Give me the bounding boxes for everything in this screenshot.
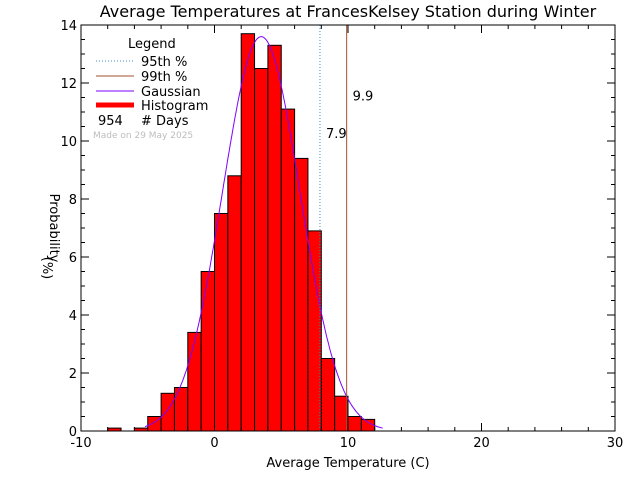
y-tick-label-5: 10 [60, 135, 77, 150]
made-on-note: Made on 29 May 2025 [93, 131, 193, 141]
histogram-bars [107, 33, 376, 432]
histogram-bar-7 [214, 213, 229, 432]
histogram-bar-6 [200, 271, 215, 432]
chart-title: Average Temperatures at FrancesKelsey St… [100, 2, 597, 21]
histogram-bar-17 [347, 416, 362, 432]
legend-label-99: 99th % [141, 70, 187, 85]
legend: Legend 95th % 99th % Gaussian Histogram … [93, 37, 208, 141]
histogram-bar-12 [280, 108, 296, 432]
gaussian-curve [144, 36, 383, 429]
histogram-bar-10 [254, 68, 269, 432]
percentile-99-label: 9.9 [353, 89, 374, 104]
histogram-bar-9 [240, 33, 256, 432]
legend-title: Legend [128, 37, 176, 52]
x-tick-label-4: 30 [607, 436, 624, 451]
y-tick-label-2: 4 [69, 309, 77, 324]
y-axis-label: Probability [46, 194, 61, 263]
y-tick-label-7: 14 [60, 19, 77, 34]
histogram-bar-14 [307, 230, 322, 432]
x-tick-label-0: -10 [70, 436, 91, 451]
y-tick-label-4: 8 [69, 193, 77, 208]
histogram-bar-16 [334, 395, 349, 432]
y-axis-label-unit: (%) [39, 257, 54, 280]
legend-label-95: 95th % [141, 55, 187, 70]
y-tick-label-0: 0 [69, 425, 77, 440]
legend-days-count: 954 [98, 114, 123, 129]
x-axis-ticks: -10 0 10 20 30 [70, 25, 623, 451]
x-tick-label-1: 0 [210, 436, 218, 451]
histogram-bar-5 [187, 331, 202, 432]
histogram-bar-15 [320, 358, 336, 432]
legend-days-label: # Days [141, 114, 189, 129]
legend-label-histogram: Histogram [141, 99, 208, 114]
y-axis-ticks: 0 2 4 6 8 10 12 14 [60, 19, 615, 440]
histogram-bar-11 [267, 44, 282, 432]
y-tick-label-6: 12 [60, 77, 77, 92]
x-tick-label-3: 20 [473, 436, 490, 451]
y-tick-label-1: 2 [69, 367, 77, 382]
percentile-95-label: 7.9 [326, 127, 347, 142]
histogram-bar-8 [227, 175, 242, 432]
x-tick-label-2: 10 [340, 436, 357, 451]
x-axis-label: Average Temperature (C) [266, 456, 429, 471]
legend-label-gaussian: Gaussian [141, 85, 201, 100]
histogram-bar-3 [160, 392, 175, 432]
y-tick-label-3: 6 [69, 251, 77, 266]
